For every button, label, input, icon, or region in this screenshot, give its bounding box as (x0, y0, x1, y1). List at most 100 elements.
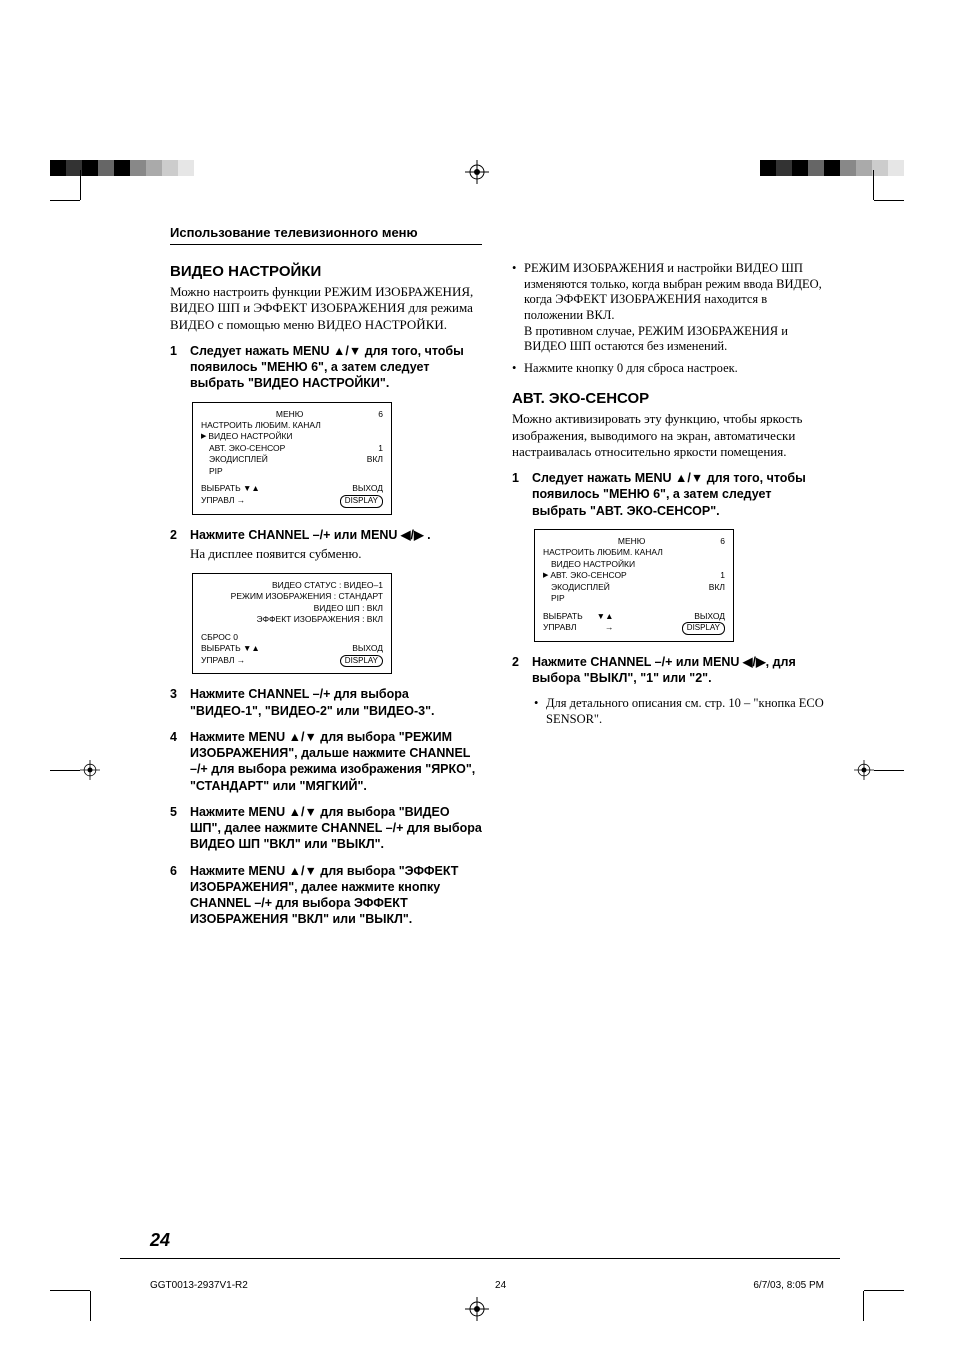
crop-mark (874, 770, 904, 771)
osd-line-value: 1 (720, 570, 725, 581)
osd-line: ЭКОДИСПЛЕЙ ВКЛ (543, 582, 725, 593)
note-item: Нажмите кнопку 0 для сброса настроек. (512, 361, 824, 377)
osd-line: АВТ. ЭКО-СЕНСОР 1 (543, 570, 725, 581)
step-number: 1 (512, 470, 524, 519)
step-subtext: На дисплее появится субменю. (190, 546, 482, 563)
color-bar (162, 160, 178, 176)
osd-line: PIP (543, 593, 725, 604)
osd-line-label: ВИДЕО НАСТРОЙКИ (551, 559, 635, 570)
left-column: Использование телевизионного меню ВИДЕО … (170, 225, 482, 938)
osd-line-label: ЭКОДИСПЛЕЙ (551, 582, 610, 593)
registration-mark-icon (80, 760, 100, 780)
osd-line-value: 1 (378, 443, 383, 454)
osd-line: ЭФФЕКТ ИЗОБРАЖЕНИЯ : ВКЛ (201, 614, 383, 625)
osd-line-label: PIP (551, 593, 565, 604)
osd-line-label: НАСТРОИТЬ ЛЮБИМ. КАНАЛ (201, 420, 321, 431)
step-number: 2 (512, 654, 524, 687)
color-bar (792, 160, 808, 176)
intro-text: Можно активизировать эту функцию, чтобы … (512, 411, 824, 460)
osd-title: МЕНЮ (201, 409, 378, 420)
osd-line-label: PIP (209, 466, 223, 477)
right-column: РЕЖИМ ИЗОБРАЖЕНИЯ и настройки ВИДЕО ШП и… (512, 225, 824, 938)
osd-submenu-screenshot: ВИДЕО СТАТУС : ВИДЕО–1РЕЖИМ ИЗОБРАЖЕНИЯ … (192, 573, 392, 675)
color-bar (82, 160, 98, 176)
osd-line-label: ЭКОДИСПЛЕЙ (209, 454, 268, 465)
color-bar (808, 160, 824, 176)
print-marks-top (0, 160, 954, 180)
osd-arrows-icon: ▼▲ (597, 611, 614, 622)
step-4: 4 Нажмите MENU ▲/▼ для выбора "РЕЖИМ ИЗО… (170, 729, 482, 794)
step-5: 5 Нажмите MENU ▲/▼ для выбора "ВИДЕО ШП"… (170, 804, 482, 853)
color-bar (178, 160, 194, 176)
footer-page: 24 (495, 1280, 506, 1291)
step-number: 4 (170, 729, 182, 794)
osd-line: ВИДЕО НАСТРОЙКИ (543, 559, 725, 570)
color-bar (146, 160, 162, 176)
osd-line-label: ВИДЕО НАСТРОЙКИ (201, 431, 293, 442)
crop-mark (863, 1291, 864, 1321)
osd-ctrl-label: УПРАВЛ (543, 622, 576, 633)
crop-mark (50, 770, 80, 771)
osd-line-label: АВТ. ЭКО-СЕНСОР (543, 570, 627, 581)
osd-ctrl-label: УПРАВЛ → (201, 655, 245, 668)
step-1: 1 Следует нажать MENU ▲/▼ для того, чтоб… (170, 343, 482, 392)
step-number: 6 (170, 863, 182, 928)
step-number: 5 (170, 804, 182, 853)
step-text: Нажмите CHANNEL –/+ для выбора "ВИДЕО-1"… (190, 686, 482, 719)
osd-display-button: DISPLAY (340, 495, 383, 508)
osd-select-label: ВЫБРАТЬ ▼▲ (201, 483, 260, 494)
color-bars-right (760, 160, 904, 176)
registration-mark-icon (854, 760, 874, 780)
color-bar (130, 160, 146, 176)
osd-display-button: DISPLAY (340, 655, 383, 668)
crop-mark (50, 1290, 90, 1291)
step-text: Нажмите CHANNEL –/+ или MENU ◀/▶ . (190, 527, 482, 543)
content-area: Использование телевизионного меню ВИДЕО … (0, 0, 954, 938)
osd-exit-label: ВЫХОД (340, 483, 383, 494)
osd-line: НАСТРОИТЬ ЛЮБИМ. КАНАЛ (201, 420, 383, 431)
color-bar (872, 160, 888, 176)
osd-reset-label: СБРОС 0 (201, 632, 383, 643)
osd-select-label: ВЫБРАТЬ ▼▲ (201, 643, 260, 654)
heading-video-settings: ВИДЕО НАСТРОЙКИ (170, 263, 482, 280)
crop-mark (80, 170, 81, 200)
step-text: Нажмите CHANNEL –/+ или MENU ◀/▶, для вы… (532, 654, 824, 687)
osd-menu-screenshot: МЕНЮ6 НАСТРОИТЬ ЛЮБИМ. КАНАЛВИДЕО НАСТРО… (192, 402, 392, 515)
color-bar (888, 160, 904, 176)
osd-line-value: ВКЛ (709, 582, 725, 593)
step-number: 2 (170, 527, 182, 563)
step-2: 2 Нажмите CHANNEL –/+ или MENU ◀/▶, для … (512, 654, 824, 687)
step-text: Следует нажать MENU ▲/▼ для того, чтобы … (532, 470, 824, 519)
color-bar (98, 160, 114, 176)
doc-id: GGT0013-2937V1-R2 (150, 1280, 248, 1291)
osd-line: PIP (201, 466, 383, 477)
osd-display-button: DISPLAY (682, 622, 725, 635)
color-bars-left (50, 160, 194, 176)
step-2: 2 Нажмите CHANNEL –/+ или MENU ◀/▶ . На … (170, 527, 482, 563)
step-text: Нажмите MENU ▲/▼ для выбора "ВИДЕО ШП", … (190, 804, 482, 853)
crop-mark (90, 1291, 91, 1321)
page-rule (120, 1258, 840, 1260)
osd-line: РЕЖИМ ИЗОБРАЖЕНИЯ : СТАНДАРТ (201, 591, 383, 602)
step-1: 1 Следует нажать MENU ▲/▼ для того, чтоб… (512, 470, 824, 519)
crop-mark (873, 170, 874, 200)
color-bar (760, 160, 776, 176)
osd-line: ВИДЕО ШП : ВКЛ (201, 603, 383, 614)
step-text: Нажмите MENU ▲/▼ для выбора "ЭФФЕКТ ИЗОБ… (190, 863, 482, 928)
color-bar (114, 160, 130, 176)
osd-line: АВТ. ЭКО-СЕНСОР1 (201, 443, 383, 454)
osd-line: ЭКОДИСПЛЕЙВКЛ (201, 454, 383, 465)
osd-ctrl-label: УПРАВЛ → (201, 495, 260, 506)
intro-text: Можно настроить функции РЕЖИМ ИЗОБРАЖЕНИ… (170, 284, 482, 333)
osd-select-label: ВЫБРАТЬ (543, 611, 583, 622)
color-bar (776, 160, 792, 176)
osd-exit-label: ВЫХОД (352, 643, 383, 654)
color-bar (856, 160, 872, 176)
crop-mark (50, 200, 80, 201)
osd-line-text: ВИДЕО СТАТУС : ВИДЕО–1 (272, 580, 383, 590)
osd-line-label: НАСТРОИТЬ ЛЮБИМ. КАНАЛ (543, 547, 663, 558)
osd-menu-num: 6 (720, 536, 725, 547)
osd-exit-label: ВЫХОД (682, 611, 725, 622)
notes-list: Для детального описания см. стр. 10 – "к… (534, 696, 824, 727)
osd-line: ВИДЕО НАСТРОЙКИ (201, 431, 383, 442)
